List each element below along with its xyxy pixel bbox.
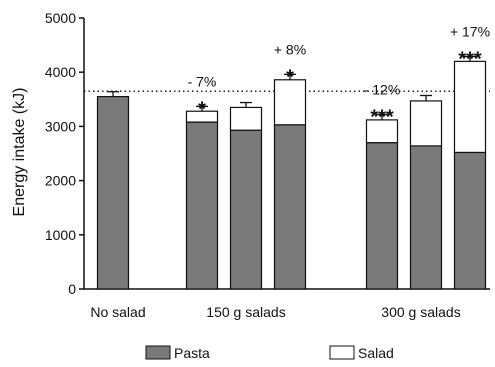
bar-pasta (185, 121, 219, 290)
y-tick-label: 1000 (45, 227, 76, 243)
significance-stars: *** (458, 48, 482, 70)
bar-pasta (273, 124, 307, 290)
bar-salad (273, 79, 307, 126)
y-tick-label: 5000 (45, 10, 76, 26)
y-tick-label: 0 (68, 281, 76, 297)
legend-swatch-salad (329, 345, 355, 360)
percent-change-label: + 17% (450, 23, 490, 39)
legend-label-pasta: Pasta (174, 345, 210, 361)
legend-label-salad: Salad (358, 345, 394, 361)
bar-pasta (409, 145, 443, 290)
percent-change-label: - 7% (188, 73, 217, 89)
bar-salad (409, 100, 443, 147)
group-label: 150 g salads (206, 304, 285, 320)
bar-pasta (453, 151, 487, 290)
y-tick-label: 3000 (45, 118, 76, 134)
bar-salad (229, 106, 263, 131)
y-axis-title: Energy intake (kJ) (11, 88, 28, 217)
group-label: 300 g salads (381, 304, 460, 320)
legend-swatch-pasta (145, 345, 171, 360)
y-ticks: 0 1000 2000 3000 4000 5000 (45, 10, 84, 297)
legend: Pasta Salad (145, 345, 394, 361)
group-label: No salad (90, 304, 145, 320)
bar-pasta (229, 129, 263, 290)
bar-salad (453, 60, 487, 154)
y-tick-label: 4000 (45, 64, 76, 80)
y-tick-label: 2000 (45, 173, 76, 189)
bars: * - 7% * + 8% *** - 12% *** + 17% (96, 23, 490, 290)
percent-change-label: - 12% (364, 81, 401, 97)
percent-change-label: + 8% (274, 41, 306, 57)
significance-stars: *** (370, 106, 394, 128)
significance-stars: * (198, 98, 206, 120)
bar-pasta (365, 142, 399, 290)
significance-stars: * (286, 66, 294, 88)
group-labels: No salad 150 g salads 300 g salads (90, 304, 460, 320)
bar-pasta (96, 95, 130, 290)
